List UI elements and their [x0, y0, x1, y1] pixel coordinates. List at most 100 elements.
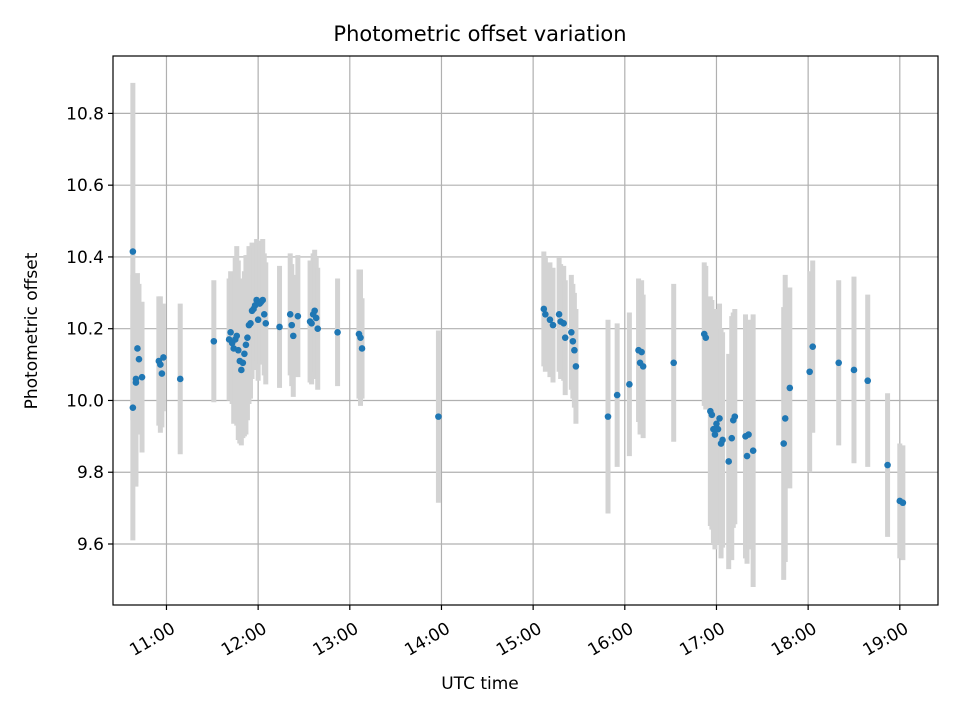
data-point — [745, 431, 752, 438]
data-point — [260, 311, 268, 318]
y-tick-label: 10.2 — [66, 320, 104, 340]
data-point — [638, 348, 645, 356]
data-point — [241, 350, 248, 358]
data-point — [713, 420, 720, 428]
data-point — [160, 354, 167, 361]
data-point — [568, 328, 575, 336]
x-tick-label: 11:00 — [126, 619, 178, 661]
data-point — [604, 413, 612, 420]
data-point — [238, 366, 245, 374]
data-point — [227, 328, 234, 336]
y-tick-label: 10.4 — [66, 248, 104, 268]
y-tick-label: 10.0 — [66, 391, 104, 411]
plot-frame — [112, 55, 939, 606]
data-point — [561, 334, 569, 341]
data-point — [546, 316, 554, 324]
data-point — [560, 320, 567, 327]
x-tick-label: 19:00 — [860, 619, 912, 661]
data-point — [743, 452, 751, 460]
data-point — [357, 334, 364, 341]
data-point — [719, 436, 726, 444]
x-tick-label: 18:00 — [768, 619, 820, 661]
data-point — [259, 296, 267, 304]
y-tick-label: 9.8 — [77, 463, 104, 483]
data-point — [569, 337, 577, 345]
data-point — [244, 334, 251, 341]
x-tick-label: 13:00 — [310, 619, 362, 661]
data-point — [262, 320, 270, 327]
data-point — [312, 314, 320, 322]
x-tick-label: 14:00 — [401, 619, 453, 661]
data-point — [806, 368, 813, 376]
data-point — [728, 434, 736, 442]
data-point — [358, 345, 366, 352]
data-point — [254, 316, 262, 324]
data-point — [809, 343, 817, 350]
data-point — [725, 458, 732, 465]
data-point — [311, 307, 318, 315]
data-point — [864, 377, 872, 385]
data-point — [308, 320, 315, 327]
data-point — [247, 320, 254, 327]
x-tick-label: 12:00 — [218, 619, 270, 661]
y-tick-label: 9.6 — [77, 535, 104, 555]
data-point — [239, 359, 247, 367]
data-point — [780, 440, 787, 447]
data-point — [670, 359, 677, 367]
data-point — [710, 425, 717, 433]
data-point — [158, 370, 166, 377]
data-point — [555, 311, 563, 318]
data-point — [540, 305, 548, 313]
data-point — [639, 363, 647, 370]
data-point — [899, 499, 907, 507]
data-point — [294, 312, 302, 320]
data-point — [702, 334, 710, 341]
data-point — [749, 447, 757, 455]
data-point — [138, 373, 146, 381]
data-point — [234, 346, 242, 354]
data-point — [135, 355, 143, 363]
data-point — [129, 404, 137, 411]
x-axis-ticks: 11:00 12:00 13:00 14:00 15:00 16:00 17:00 18:00… — [126, 605, 912, 661]
data-point — [286, 311, 294, 318]
data-point — [276, 323, 283, 331]
data-point — [210, 337, 218, 345]
x-axis-label: UTC time — [441, 674, 519, 694]
data-point — [314, 325, 322, 333]
data-point — [542, 311, 549, 318]
data-point — [884, 461, 891, 469]
data-point — [786, 384, 794, 392]
chart-title: Photometric offset variation — [333, 22, 627, 46]
y-tick-label: 10.6 — [66, 176, 104, 196]
data-point — [850, 366, 858, 374]
data-point — [129, 248, 137, 255]
y-tick-label: 10.8 — [66, 104, 104, 124]
data-point — [711, 431, 719, 438]
data-point — [613, 391, 621, 399]
data-point — [157, 361, 164, 368]
data-point — [288, 321, 296, 329]
x-tick-label: 17:00 — [676, 619, 728, 661]
data-point — [134, 345, 141, 352]
data-point — [233, 332, 241, 340]
data-point — [132, 379, 140, 386]
data-point — [242, 341, 250, 349]
x-tick-label: 15:00 — [493, 619, 545, 661]
data-point — [708, 411, 716, 419]
data-point — [334, 328, 341, 336]
data-point — [835, 359, 842, 367]
y-axis-ticks: 9.6 9.8 10.0 10.2 10.4 10.6 10.8 — [66, 104, 113, 555]
data-point — [571, 346, 578, 354]
data-point — [176, 375, 184, 383]
data-point — [716, 415, 723, 422]
data-point — [435, 413, 442, 420]
data-point — [572, 363, 580, 370]
data-point — [549, 321, 557, 329]
x-tick-label: 16:00 — [585, 619, 637, 661]
data-point — [714, 425, 722, 433]
data-point — [731, 413, 739, 420]
y-axis-label: Photometric offset — [22, 252, 42, 410]
data-point — [289, 332, 297, 340]
data-point — [781, 415, 789, 422]
